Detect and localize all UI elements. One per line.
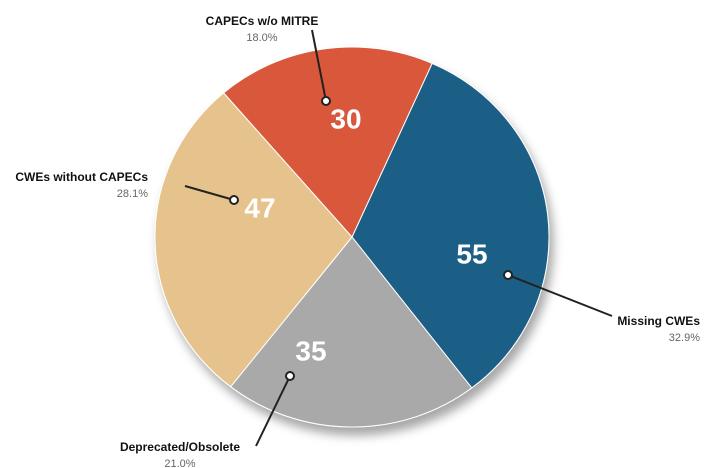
- percent-label: 21.0%: [164, 458, 195, 468]
- leader-line: [507, 274, 613, 317]
- leader-line: [255, 375, 291, 447]
- leader-dot: [321, 96, 331, 106]
- pie: [154, 46, 550, 428]
- leader-dot: [503, 270, 513, 280]
- slice-name: Missing CWEs: [617, 314, 700, 328]
- percent-label: 28.1%: [117, 188, 148, 200]
- value-label: 30: [330, 103, 361, 134]
- slice-name: CAPECs w/o MITRE: [206, 14, 319, 28]
- percent-label: 32.9%: [669, 332, 700, 344]
- leader-dot: [285, 371, 295, 381]
- pie-slice: [351, 62, 550, 389]
- value-label: 55: [456, 238, 487, 269]
- leader-dot: [229, 195, 239, 205]
- leader-line: [311, 29, 327, 102]
- pie-slice: [154, 92, 353, 388]
- slice-name: CWEs without CAPECs: [15, 170, 148, 184]
- leader-line: [184, 185, 235, 201]
- percent-label: 18.0%: [246, 32, 277, 44]
- value-label: 47: [244, 192, 275, 223]
- value-label: 35: [295, 335, 326, 366]
- pie-slice: [222, 46, 433, 238]
- slice-name: Deprecated/Obsolete: [120, 440, 240, 454]
